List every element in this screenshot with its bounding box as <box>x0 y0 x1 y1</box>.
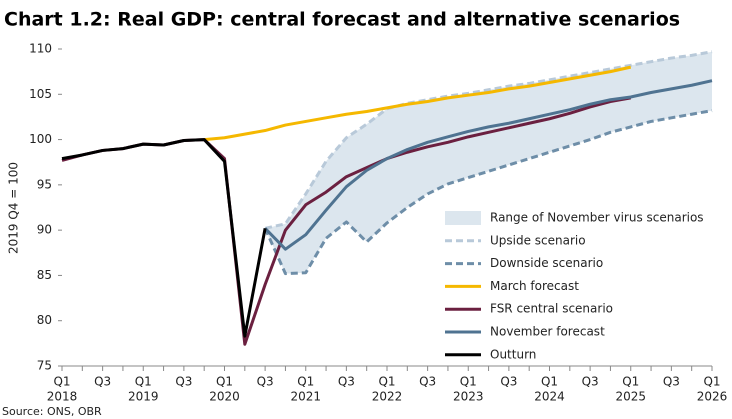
legend-label: Downside scenario <box>490 256 603 270</box>
x-tick-year: 2018 <box>47 390 78 404</box>
x-tick-label: Q3 <box>500 375 517 389</box>
x-tick-year: 2024 <box>534 390 565 404</box>
y-tick-label: 105 <box>29 87 52 101</box>
x-tick-year: 2025 <box>615 390 646 404</box>
y-tick-label: 110 <box>29 42 52 56</box>
legend-label: November forecast <box>490 325 605 339</box>
legend-label: Upside scenario <box>490 233 586 247</box>
x-tick-label: Q3 <box>582 375 599 389</box>
x-tick-label: Q1 <box>541 375 558 389</box>
y-tick-label: 100 <box>29 132 52 146</box>
x-tick-year: 2022 <box>372 390 403 404</box>
y-tick-label: 75 <box>37 359 52 373</box>
x-tick-label: Q3 <box>94 375 111 389</box>
x-tick-label: Q3 <box>257 375 274 389</box>
legend-label: Outturn <box>490 347 536 361</box>
x-tick-year: 2026 <box>697 390 728 404</box>
legend-label: Range of November virus scenarios <box>490 211 704 225</box>
y-tick-label: 95 <box>37 177 52 191</box>
x-tick-label: Q3 <box>175 375 192 389</box>
y-tick-label: 90 <box>37 223 52 237</box>
legend-swatch <box>445 211 481 225</box>
source: Source: ONS, OBR <box>2 405 102 418</box>
y-tick-label: 80 <box>37 313 52 327</box>
x-tick-label: Q1 <box>53 375 70 389</box>
x-tick-label: Q3 <box>338 375 355 389</box>
x-tick-year: 2019 <box>128 390 159 404</box>
scenario-band <box>265 51 712 274</box>
series-line <box>61 138 267 338</box>
x-tick-label: Q1 <box>297 375 314 389</box>
x-tick-label: Q1 <box>622 375 639 389</box>
series-line <box>204 65 632 142</box>
y-axis-label: 2019 Q4 = 100 <box>7 162 21 254</box>
x-tick-label: Q1 <box>378 375 395 389</box>
series-line <box>264 79 713 251</box>
x-tick-label: Q3 <box>663 375 680 389</box>
chart-title: Chart 1.2: Real GDP: central forecast an… <box>4 9 680 31</box>
x-tick-label: Q1 <box>135 375 152 389</box>
series-line <box>263 109 713 276</box>
x-tick-year: 2020 <box>209 390 240 404</box>
x-tick-label: Q3 <box>419 375 436 389</box>
x-tick-label: Q1 <box>703 375 720 389</box>
x-tick-year: 2021 <box>290 390 321 404</box>
y-tick-label: 85 <box>37 268 52 282</box>
series-line <box>264 50 713 230</box>
legend-label: FSR central scenario <box>490 302 613 316</box>
legend-label: March forecast <box>490 279 579 293</box>
x-tick-label: Q1 <box>216 375 233 389</box>
x-tick-year: 2023 <box>453 390 484 404</box>
x-tick-label: Q1 <box>460 375 477 389</box>
